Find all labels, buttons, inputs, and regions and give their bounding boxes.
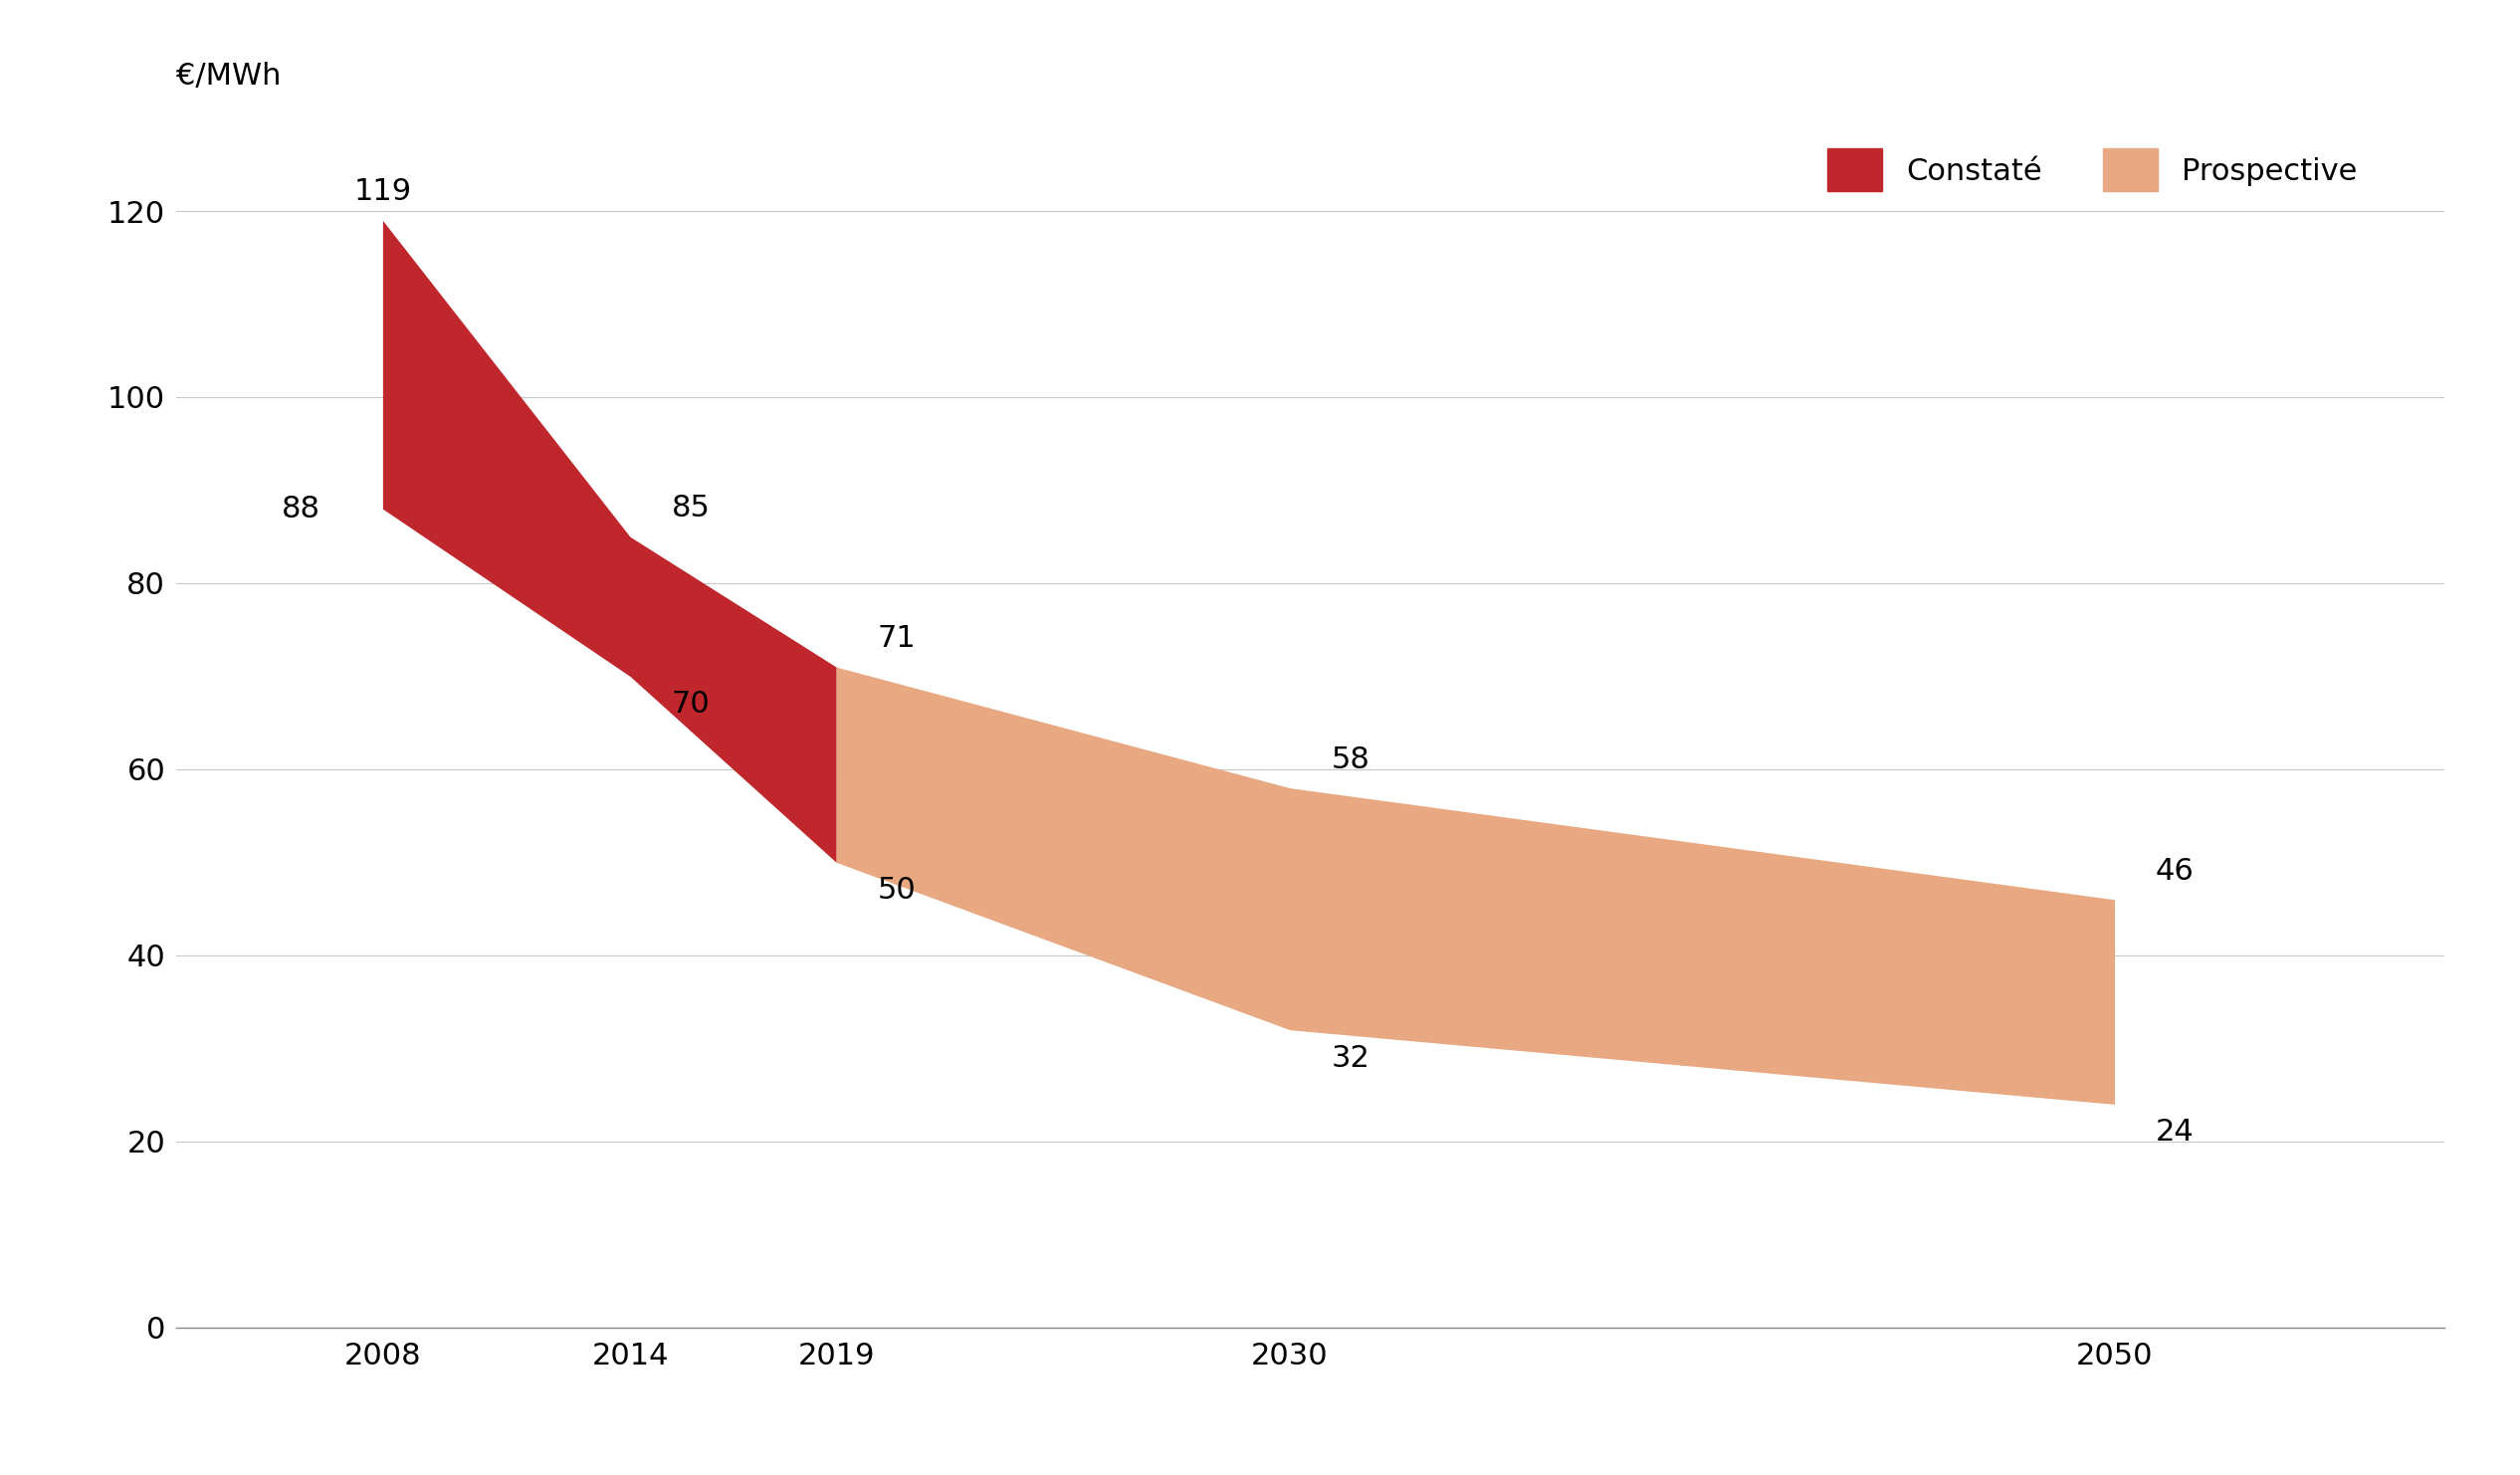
Text: €/MWh: €/MWh (176, 62, 282, 90)
Text: 88: 88 (282, 494, 320, 524)
Text: 46: 46 (2155, 857, 2195, 885)
Text: 24: 24 (2155, 1118, 2195, 1148)
Text: 71: 71 (877, 624, 915, 653)
Text: 58: 58 (1331, 745, 1371, 774)
Text: 32: 32 (1331, 1044, 1371, 1072)
Text: 119: 119 (353, 177, 411, 207)
Legend: Constaté, Prospective: Constaté, Prospective (1812, 133, 2371, 207)
Text: 50: 50 (877, 876, 915, 906)
Text: 85: 85 (670, 494, 711, 522)
Text: 70: 70 (670, 690, 711, 718)
